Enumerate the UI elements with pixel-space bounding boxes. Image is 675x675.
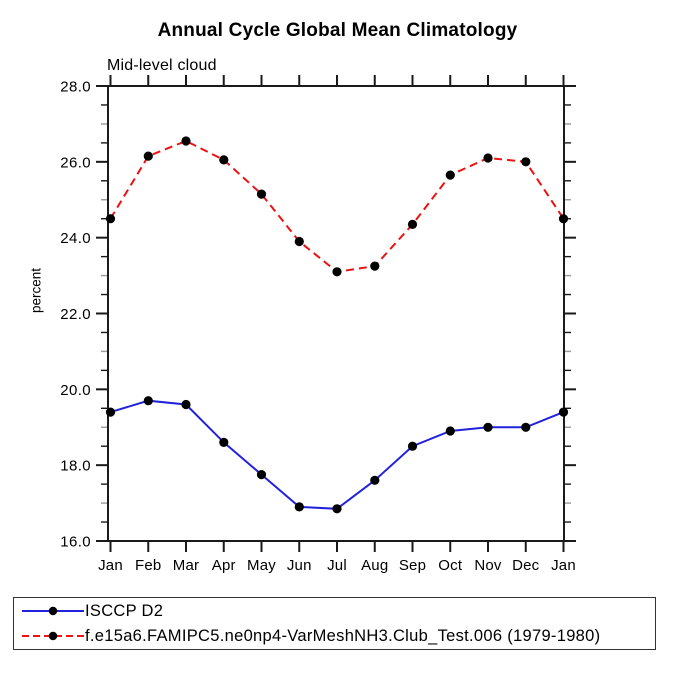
svg-text:28.0: 28.0	[60, 79, 91, 96]
data-point-marker	[370, 261, 380, 271]
data-point-marker	[558, 214, 569, 224]
legend-item-model-run: f.e15a6.FAMIPC5.ne0np4-VarMeshNH3.Club_T…	[21, 624, 655, 648]
series-markers-model-run	[105, 136, 569, 277]
svg-text:Jun: Jun	[287, 557, 312, 574]
svg-text:Dec: Dec	[512, 557, 540, 574]
data-point-marker	[105, 407, 116, 417]
chart-plot-area: 16.0 18.0 20.0 22.0 24.0 26.0 28.0 Jan Feb Mar Apr…	[60, 75, 576, 574]
dashed-line-dot-marker-icon	[22, 631, 84, 641]
x-axis-tick-labels: Jan Feb Mar Apr May Jun Jul Aug Sep Oct Nov Dec Jan	[98, 557, 576, 574]
svg-text:22.0: 22.0	[60, 306, 91, 323]
chart-title: Annual Cycle Global Mean Climatology	[157, 20, 518, 41]
data-point-marker	[483, 153, 493, 163]
legend-label-isccp-d2: ISCCP D2	[85, 601, 164, 620]
data-point-marker	[219, 155, 229, 165]
chart-subtitle: Mid-level cloud	[107, 57, 217, 74]
svg-text:Apr: Apr	[212, 557, 236, 574]
svg-text:Mar: Mar	[173, 557, 199, 574]
data-point-marker	[181, 399, 191, 410]
svg-text:16.0: 16.0	[60, 534, 91, 551]
plot-frame	[107, 85, 565, 542]
legend-label-model-run: f.e15a6.FAMIPC5.ne0np4-VarMeshNH3.Club_T…	[85, 626, 601, 645]
data-point-marker	[445, 426, 455, 436]
data-point-marker	[521, 157, 531, 167]
series-line-isccp-d2	[110, 399, 564, 510]
data-point-marker	[256, 470, 267, 480]
data-point-marker	[558, 407, 569, 417]
data-point-marker	[143, 396, 153, 406]
svg-text:24.0: 24.0	[60, 230, 91, 247]
data-point-marker	[483, 422, 493, 432]
data-point-marker	[181, 136, 191, 146]
data-point-marker	[407, 219, 418, 229]
data-point-marker	[143, 151, 153, 161]
data-point-marker	[256, 189, 267, 199]
svg-text:Jul: Jul	[327, 557, 347, 574]
y-axis-ticks	[96, 85, 576, 542]
svg-text:May: May	[247, 557, 276, 574]
data-point-marker	[294, 236, 304, 247]
x-axis-ticks	[109, 75, 565, 552]
svg-text:Jan: Jan	[551, 557, 576, 574]
svg-text:Feb: Feb	[135, 557, 161, 574]
data-point-marker	[407, 441, 418, 451]
series-markers-isccp-d2	[105, 396, 569, 514]
legend: ISCCP D2 f.e15a6.FAMIPC5.ne0np4-VarMeshN…	[13, 597, 656, 650]
svg-text:Nov: Nov	[474, 557, 502, 574]
y-axis-tick-labels: 16.0 18.0 20.0 22.0 24.0 26.0 28.0	[60, 79, 91, 551]
data-point-marker	[105, 214, 116, 224]
legend-item-isccp-d2: ISCCP D2	[21, 599, 655, 623]
data-point-marker	[370, 475, 380, 485]
data-point-marker	[294, 502, 304, 512]
svg-text:Jan: Jan	[98, 557, 123, 574]
data-point-marker	[521, 422, 531, 432]
svg-text:Oct: Oct	[438, 557, 463, 574]
data-point-marker	[445, 170, 455, 180]
data-point-marker	[332, 504, 342, 514]
series-line-model-run	[109, 139, 565, 273]
svg-text:26.0: 26.0	[60, 154, 91, 171]
svg-text:Aug: Aug	[361, 557, 388, 574]
svg-text:18.0: 18.0	[60, 458, 91, 475]
data-point-marker	[332, 267, 342, 277]
data-point-marker	[219, 437, 229, 447]
solid-line-dot-marker-icon	[22, 606, 84, 616]
svg-text:Sep: Sep	[399, 557, 426, 574]
svg-text:20.0: 20.0	[60, 382, 91, 399]
